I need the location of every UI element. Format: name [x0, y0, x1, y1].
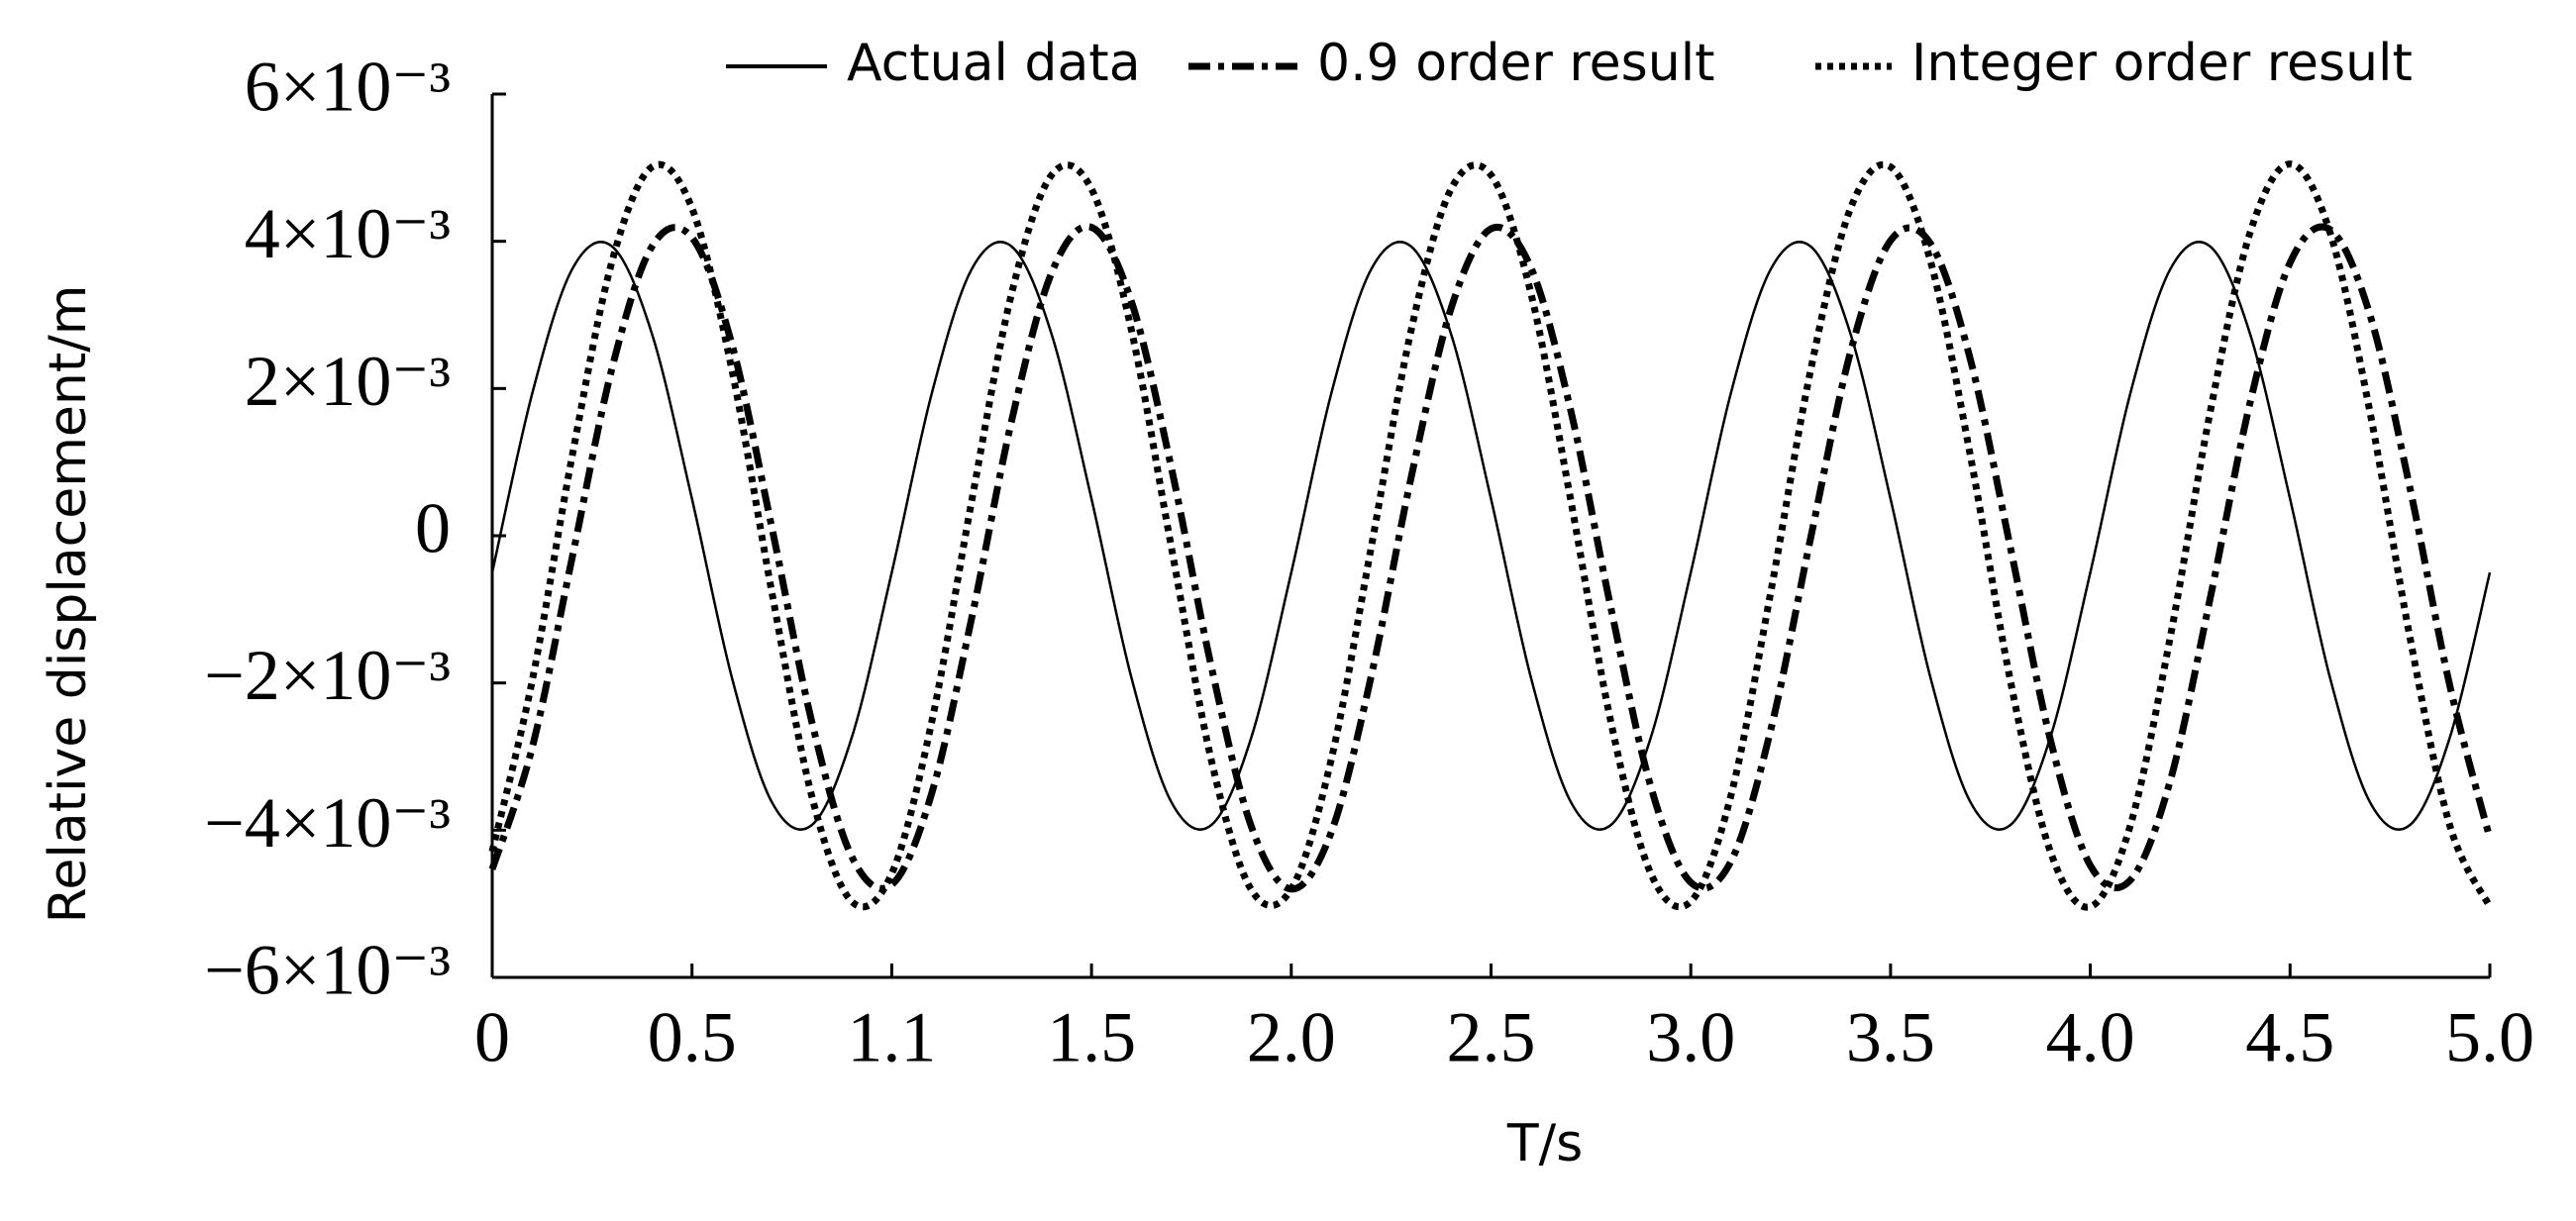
y-axis-label: Relative displacement/m [39, 285, 98, 924]
x-axis-label: T/s [1506, 1114, 1583, 1173]
x-tick-label: 2.5 [1447, 998, 1536, 1077]
y-tick-label: −2×10⁻³ [204, 636, 451, 715]
x-tick-label: 1.1 [847, 998, 936, 1077]
x-tick-label: 1.5 [1047, 998, 1136, 1077]
legend-label: 0.9 order result [1317, 34, 1715, 93]
x-tick-label: 3.0 [1646, 998, 1735, 1077]
x-tick-label: 0.5 [648, 998, 737, 1077]
x-tick-label: 4.0 [2046, 998, 2135, 1077]
legend-label: Integer order result [1911, 34, 2413, 93]
y-tick-label: 6×10⁻³ [245, 48, 451, 127]
y-tick-label: −6×10⁻³ [204, 931, 451, 1010]
y-tick-label: 0 [415, 489, 451, 568]
line-series [488, 223, 2494, 893]
legend-label: Actual data [847, 34, 1141, 93]
x-tick-label: 4.5 [2245, 998, 2334, 1077]
x-tick-label: 5.0 [2445, 998, 2534, 1077]
x-tick-label: 0 [474, 998, 510, 1077]
y-tick-label: −4×10⁻³ [204, 783, 451, 863]
x-tick-label: 2.0 [1247, 998, 1336, 1077]
y-tick-label: 4×10⁻³ [245, 194, 451, 273]
line-series [488, 160, 2494, 911]
y-tick-label: 2×10⁻³ [245, 342, 451, 421]
x-tick-label: 3.5 [1846, 998, 1935, 1077]
